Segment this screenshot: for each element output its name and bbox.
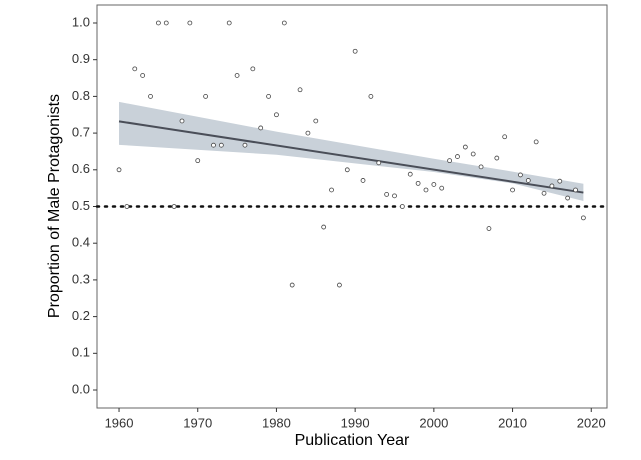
point bbox=[179, 118, 185, 124]
point bbox=[266, 93, 271, 99]
point bbox=[148, 93, 153, 99]
point bbox=[187, 20, 193, 26]
x-tick-label: 1960 bbox=[105, 415, 134, 430]
point bbox=[502, 134, 508, 140]
y-tick-label: 0.6 bbox=[72, 161, 90, 176]
y-tick-label: 0.5 bbox=[72, 198, 90, 213]
point bbox=[321, 224, 327, 230]
x-tick-label: 2010 bbox=[498, 415, 527, 430]
point bbox=[525, 178, 531, 183]
y-tick-label: 1.0 bbox=[72, 14, 90, 29]
point bbox=[399, 204, 405, 209]
point bbox=[289, 282, 295, 288]
point bbox=[533, 139, 539, 145]
point bbox=[431, 182, 437, 187]
y-tick-label: 0.2 bbox=[72, 308, 90, 323]
point bbox=[368, 93, 374, 99]
point bbox=[376, 160, 382, 166]
point bbox=[211, 142, 216, 148]
point bbox=[195, 158, 201, 164]
point bbox=[258, 125, 264, 131]
y-tick-label: 0.1 bbox=[72, 345, 90, 360]
point bbox=[226, 20, 232, 26]
x-tick-label: 1990 bbox=[341, 415, 370, 430]
point bbox=[478, 164, 484, 170]
point bbox=[132, 66, 138, 72]
point bbox=[407, 171, 413, 177]
y-tick-label: 0.4 bbox=[72, 235, 90, 250]
point bbox=[447, 158, 452, 164]
point bbox=[360, 178, 366, 183]
point bbox=[116, 167, 122, 173]
point bbox=[455, 154, 460, 159]
point bbox=[439, 185, 445, 191]
point bbox=[155, 20, 161, 26]
point bbox=[234, 73, 240, 78]
point bbox=[313, 118, 319, 124]
point bbox=[274, 112, 279, 118]
point bbox=[510, 187, 515, 193]
x-tick-label: 2020 bbox=[577, 415, 606, 430]
y-tick-label: 0.9 bbox=[72, 51, 90, 66]
point bbox=[281, 20, 287, 26]
point bbox=[203, 93, 209, 99]
point bbox=[329, 187, 334, 193]
y-tick-label: 0.7 bbox=[72, 125, 90, 140]
y-tick-label: 0.0 bbox=[72, 381, 90, 396]
point bbox=[352, 48, 358, 54]
point bbox=[415, 180, 421, 186]
point bbox=[337, 282, 342, 288]
point bbox=[297, 87, 303, 93]
point bbox=[557, 178, 563, 184]
point bbox=[218, 142, 224, 148]
point bbox=[573, 187, 578, 193]
point bbox=[163, 20, 169, 26]
point bbox=[565, 195, 571, 201]
point bbox=[423, 187, 429, 193]
point bbox=[384, 191, 390, 197]
point bbox=[541, 190, 547, 196]
point bbox=[549, 183, 555, 189]
x-tick-label: 1980 bbox=[262, 415, 291, 430]
x-axis-title: Publication Year bbox=[295, 432, 410, 449]
point bbox=[462, 144, 468, 150]
point bbox=[305, 130, 311, 136]
x-tick-label: 2000 bbox=[419, 415, 448, 430]
point bbox=[171, 204, 177, 209]
y-tick-label: 0.3 bbox=[72, 271, 90, 286]
point bbox=[344, 167, 350, 173]
point bbox=[494, 155, 500, 161]
point bbox=[242, 142, 248, 148]
x-tick-label: 1970 bbox=[183, 415, 212, 430]
y-axis-title: Proportion of Male Protagonists bbox=[46, 94, 63, 318]
point bbox=[518, 172, 523, 178]
fit-line bbox=[118, 120, 584, 194]
point bbox=[124, 204, 130, 209]
point bbox=[392, 193, 397, 199]
y-tick-label: 0.8 bbox=[72, 88, 90, 103]
point bbox=[580, 215, 586, 221]
point bbox=[486, 226, 492, 231]
point bbox=[470, 151, 476, 157]
point bbox=[140, 73, 146, 78]
point bbox=[250, 66, 256, 72]
confidence-band bbox=[119, 101, 584, 201]
